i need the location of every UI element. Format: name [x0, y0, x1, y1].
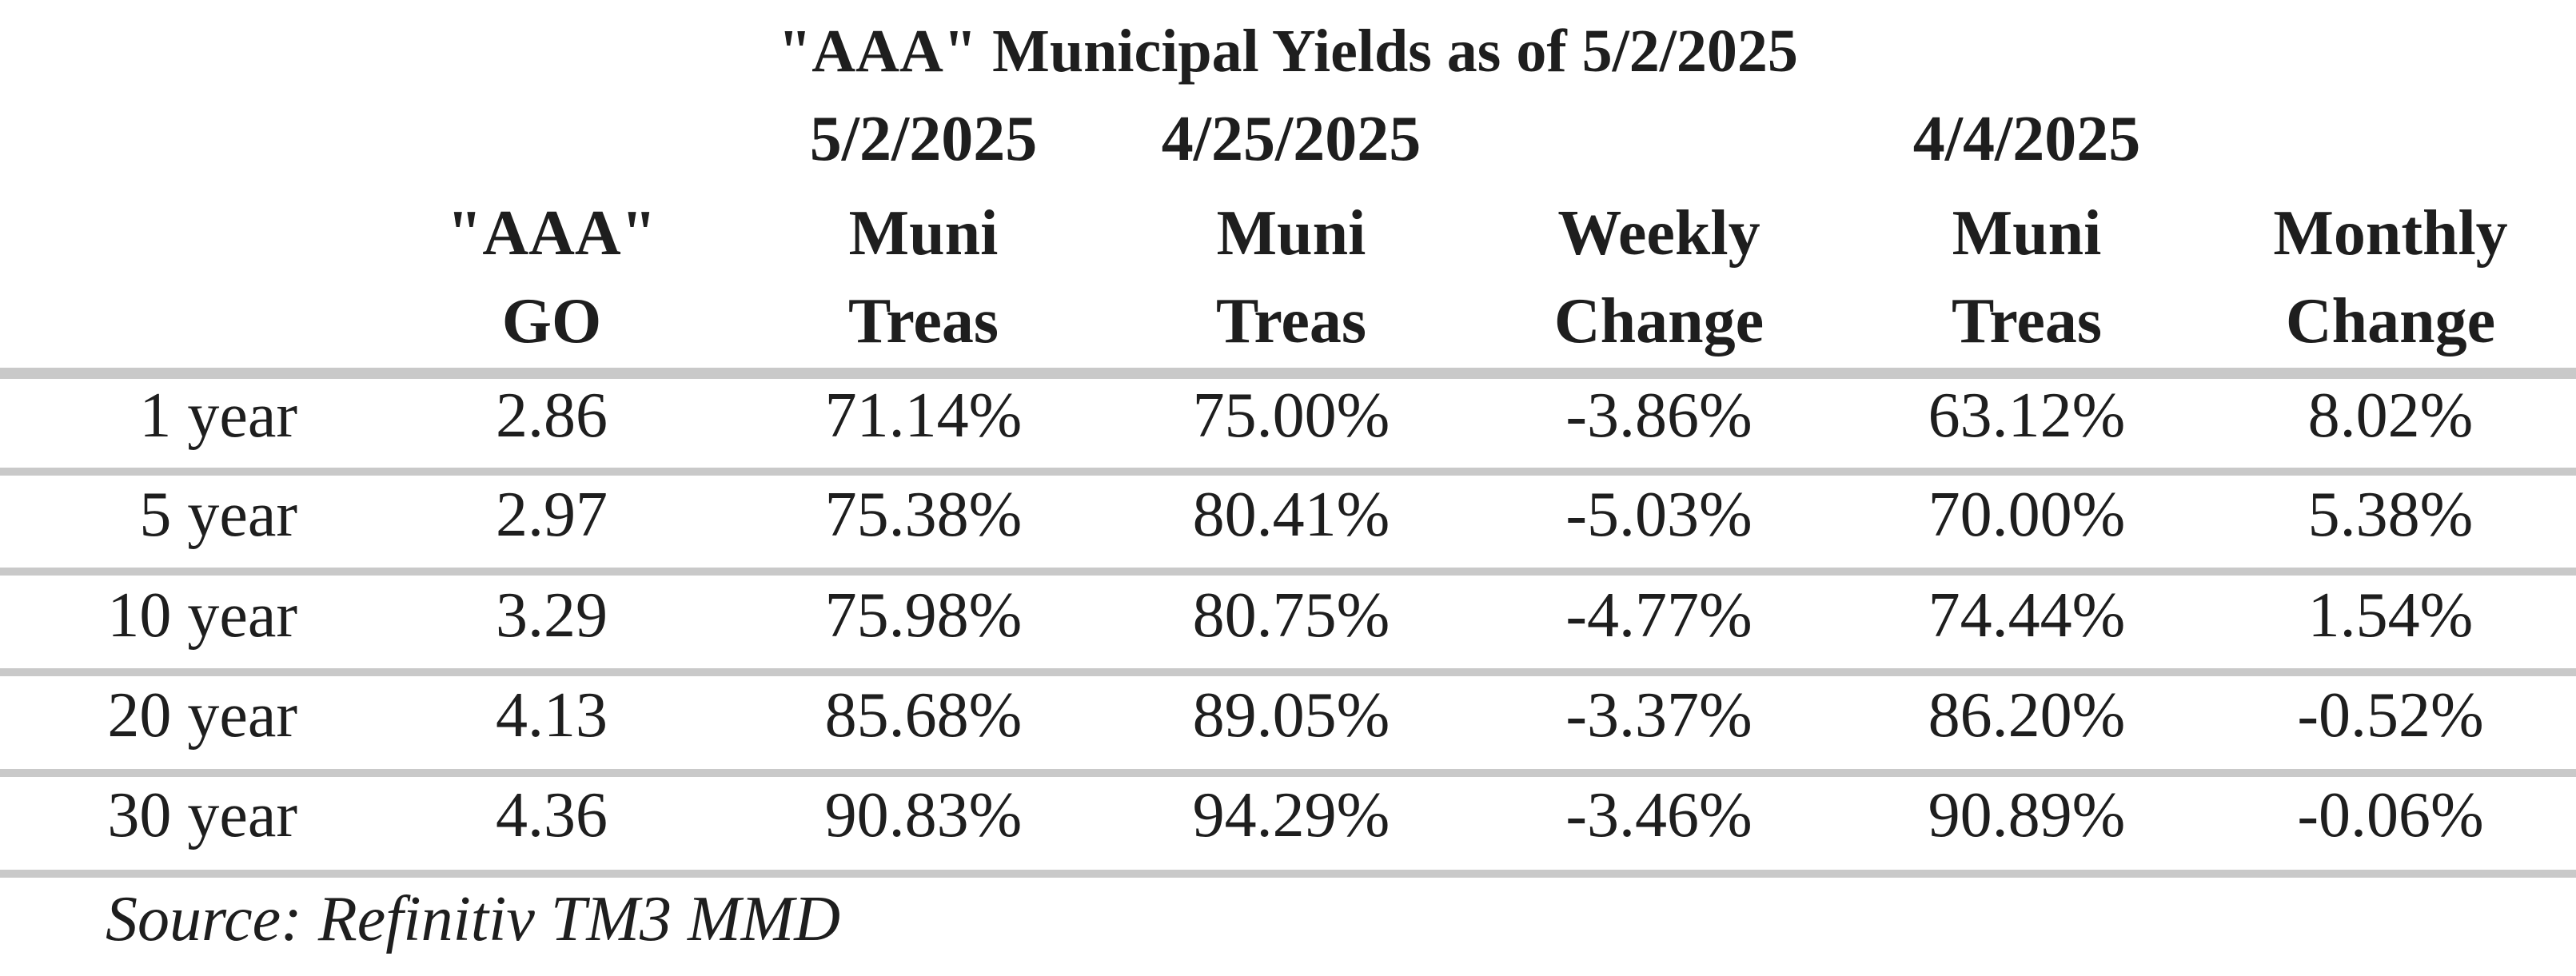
- table-cell: 4.36: [496, 780, 608, 851]
- table-cell: 5.38%: [2307, 480, 2474, 550]
- table-cell: 74.44%: [1928, 580, 2126, 651]
- column-header-line1: Weekly: [1557, 198, 1761, 269]
- table-cell: -3.86%: [1565, 380, 1753, 451]
- table-cell: -5.03%: [1565, 480, 1753, 550]
- row-label: 10 year: [107, 580, 297, 651]
- column-header-line2: Treas: [847, 286, 999, 357]
- row-divider: [0, 468, 2576, 476]
- table-cell: 63.12%: [1928, 380, 2126, 451]
- table-cell: 85.68%: [824, 680, 1023, 751]
- row-divider: [0, 668, 2576, 676]
- table-cell: -4.77%: [1565, 580, 1753, 651]
- table-title: "AAA" Municipal Yields as of 5/2/2025: [778, 18, 1798, 85]
- row-divider: [0, 568, 2576, 576]
- table-cell: 90.89%: [1928, 780, 2126, 851]
- row-divider: [0, 769, 2576, 777]
- column-header-line1: "AAA": [446, 198, 657, 269]
- column-header-line1: Muni: [1216, 198, 1366, 269]
- table-cell: -3.37%: [1565, 680, 1753, 751]
- column-header-line1: Monthly: [2273, 198, 2508, 269]
- table-cell: -3.46%: [1565, 780, 1753, 851]
- table-cell: 90.83%: [824, 780, 1023, 851]
- row-label: 5 year: [139, 480, 297, 550]
- column-header-line2: Change: [1553, 286, 1765, 357]
- table-cell: 89.05%: [1192, 680, 1390, 751]
- table-cell: 1.54%: [2307, 580, 2474, 651]
- table-cell: 75.38%: [824, 480, 1023, 550]
- table-cell: 2.97: [496, 480, 608, 550]
- column-header-line2: Change: [2285, 286, 2496, 357]
- table-cell: -0.06%: [2297, 780, 2484, 851]
- table-cell: 80.75%: [1192, 580, 1390, 651]
- row-label: 30 year: [107, 780, 297, 851]
- table-cell: 4.13: [496, 680, 608, 751]
- column-header-date: 4/4/2025: [1912, 104, 2141, 174]
- row-divider: [0, 870, 2576, 878]
- column-header-line2: Treas: [1951, 286, 2103, 357]
- table-cell: 70.00%: [1928, 480, 2126, 550]
- source-note: Source: Refinitiv TM3 MMD: [106, 884, 841, 954]
- table-cell: 3.29: [496, 580, 608, 651]
- column-header-line2: GO: [501, 286, 602, 357]
- column-header-date: 4/25/2025: [1161, 104, 1422, 174]
- table-cell: 8.02%: [2307, 380, 2474, 451]
- table-cell: 2.86: [496, 380, 608, 451]
- table-cell: 71.14%: [824, 380, 1023, 451]
- row-divider: [0, 368, 2576, 379]
- column-header-line1: Muni: [848, 198, 999, 269]
- table-cell: -0.52%: [2297, 680, 2484, 751]
- table-cell: 80.41%: [1192, 480, 1390, 550]
- table-cell: 94.29%: [1192, 780, 1390, 851]
- row-label: 1 year: [139, 380, 297, 451]
- table-cell: 86.20%: [1928, 680, 2126, 751]
- column-header-line2: Treas: [1215, 286, 1367, 357]
- column-header-date: 5/2/2025: [809, 104, 1038, 174]
- table-cell: 75.98%: [824, 580, 1023, 651]
- row-label: 20 year: [107, 680, 297, 751]
- column-header-line1: Muni: [1952, 198, 2102, 269]
- table-cell: 75.00%: [1192, 380, 1390, 451]
